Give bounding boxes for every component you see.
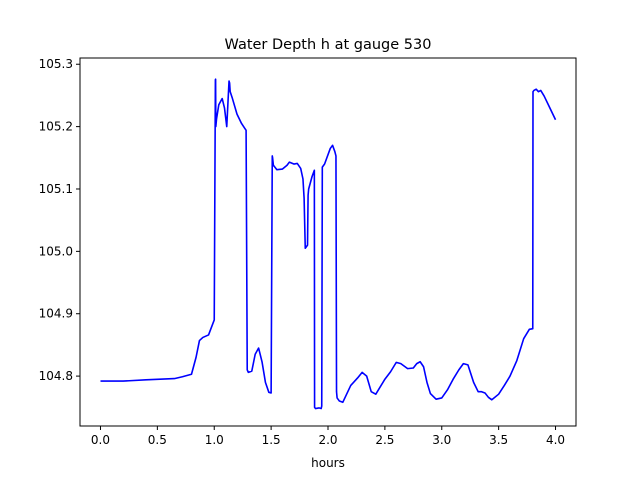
x-tick-label: 1.5: [262, 433, 281, 447]
x-tick-label: 4.0: [546, 433, 565, 447]
x-tick-label: 3.0: [432, 433, 451, 447]
plot-area: [100, 78, 557, 410]
y-tick-label: 105.0: [39, 244, 73, 258]
x-tick-label: 3.5: [489, 433, 508, 447]
x-tick-label: 2.5: [375, 433, 394, 447]
y-tick-label: 105.3: [39, 57, 73, 71]
x-tick-label: 0.5: [148, 433, 167, 447]
series-line: [100, 78, 557, 410]
y-tick-label: 104.8: [39, 369, 73, 383]
axis-ticks: 0.0 0.5 1.0 1.5 2.0 2.5 3.0 3.5 4.0 104.8 104.9 105…: [39, 57, 565, 447]
axes-frame: [79, 57, 577, 427]
y-tick-label: 105.2: [39, 120, 73, 134]
chart-title: Water Depth h at gauge 530: [225, 37, 432, 53]
x-axis-label: hours: [311, 456, 345, 470]
y-tick-label: 104.9: [39, 307, 73, 321]
x-tick-label: 0.0: [91, 433, 110, 447]
x-tick-label: 2.0: [318, 433, 337, 447]
y-tick-label: 105.1: [39, 182, 73, 196]
x-tick-label: 1.0: [205, 433, 224, 447]
